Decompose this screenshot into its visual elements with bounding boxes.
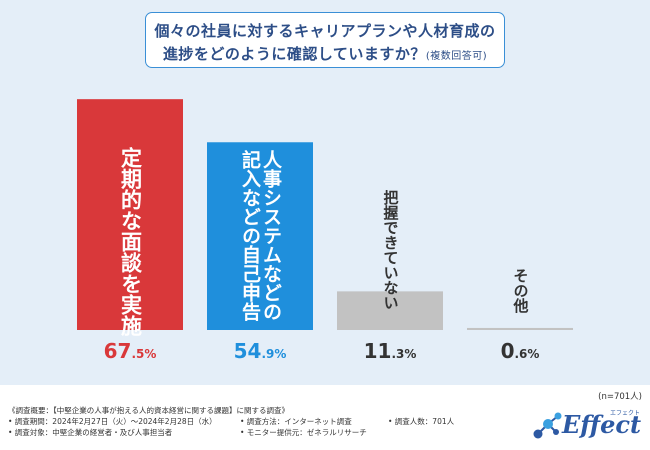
- value-label-2-int: 54: [233, 339, 262, 363]
- survey-row-2: • 調査対象：中堅企業の経営者・及び人事担当者 • モニター提供元：ゼネラルリサ…: [8, 427, 367, 438]
- bar-label-3-line-1: 把握できていない: [381, 190, 400, 310]
- survey-count: • 調査人数：701人: [388, 417, 455, 426]
- bar-label-2-line-2: 記入などの自己申告: [239, 150, 261, 322]
- bar-label-2-line-1: 人事システムなどの: [260, 150, 282, 322]
- survey-provider: • モニター提供元：ゼネラルリサーチ: [240, 428, 367, 437]
- value-label-1-int: 67: [103, 339, 132, 363]
- survey-method: • 調査方法：インターネット調査: [240, 417, 352, 426]
- bar-4: [467, 327, 573, 330]
- bar-chart: [77, 99, 573, 330]
- bar-label-1-line-1: 定期的な面談を実施: [118, 147, 143, 337]
- title-line-2-text: 進捗をどのように確認していますか？: [162, 45, 426, 63]
- effect-logo: Effect エフェクト: [530, 408, 645, 444]
- value-label-2-dec: .9%: [261, 347, 287, 361]
- logo-kana: エフェクト: [610, 410, 641, 417]
- footer-background: [0, 385, 650, 450]
- bar-2: [207, 142, 313, 330]
- bar-label-2: 人事システムなどの 記入などの自己申告: [207, 150, 313, 321]
- title-line-1: 個々の社員に対するキャリアプランや人材育成の: [154, 22, 496, 40]
- bar-1: [77, 99, 183, 330]
- question-title-box: 個々の社員に対するキャリアプランや人材育成の 進捗をどのように確認していますか？…: [145, 12, 505, 68]
- bar-label-4: その他: [467, 268, 573, 313]
- survey-overview: 《調査概要：【中堅企業の人事が抱える人的資本経営に関する課題】に関する調査》 •…: [8, 405, 454, 438]
- bar-label-1: 定期的な面談を実施: [77, 147, 183, 336]
- bar-3: [337, 291, 443, 330]
- value-label-3-int: 11: [363, 339, 392, 363]
- title-line-2: 進捗をどのように確認していますか？(複数回答可): [146, 43, 504, 64]
- value-label-4-int: 0: [500, 339, 515, 363]
- value-label-1: 67.5%: [77, 339, 183, 363]
- survey-period: • 調査期間：2024年2月27日（火）～2024年2月28日（水）: [8, 417, 217, 426]
- bar-label-3: 把握できていない: [337, 190, 443, 310]
- survey-row-1: • 調査期間：2024年2月27日（火）～2024年2月28日（水） • 調査方…: [8, 416, 454, 427]
- value-label-3-dec: .3%: [391, 347, 417, 361]
- title-note: (複数回答可): [425, 51, 488, 62]
- value-label-4-dec: .6%: [514, 347, 540, 361]
- sample-size-note: (n=701人): [598, 392, 642, 402]
- survey-overview-title: 《調査概要：【中堅企業の人事が抱える人的資本経営に関する課題】に関する調査》: [8, 406, 290, 415]
- logo-wordmark: Effect: [562, 410, 642, 439]
- value-label-2: 54.9%: [207, 339, 313, 363]
- value-label-4: 0.6%: [467, 339, 573, 363]
- bar-label-4-line-1: その他: [511, 268, 530, 313]
- survey-target: • 調査対象：中堅企業の経営者・及び人事担当者: [8, 428, 173, 437]
- value-label-1-dec: .5%: [131, 347, 157, 361]
- molecule-icon: [533, 412, 562, 439]
- value-label-3: 11.3%: [337, 339, 443, 363]
